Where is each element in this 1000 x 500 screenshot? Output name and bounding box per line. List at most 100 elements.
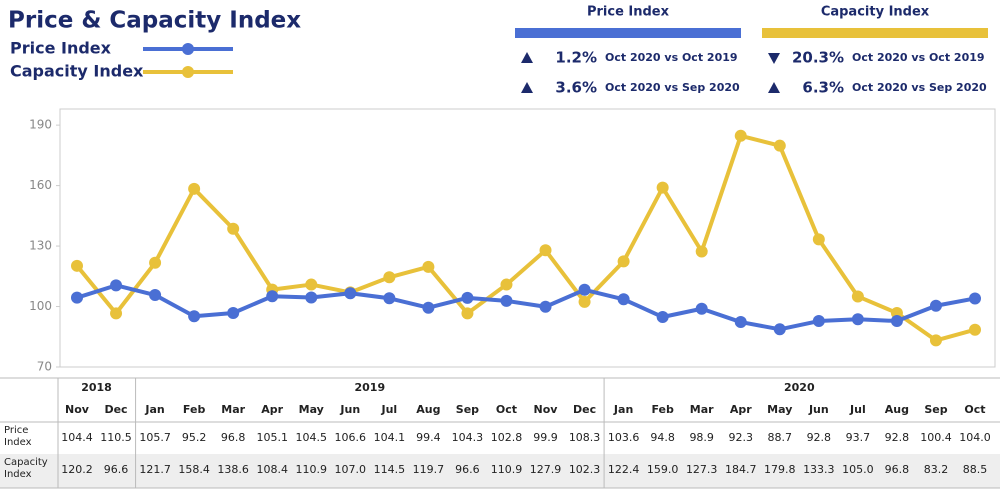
table-value: 96.6 (104, 463, 129, 476)
plot-frame (59, 108, 996, 368)
x-tick-label: Nov (65, 403, 90, 416)
data-point (149, 289, 162, 302)
data-point (266, 290, 279, 303)
kpi-value: 3.6% (555, 79, 597, 97)
x-tick-label: Aug (885, 403, 909, 416)
kpi-value: 1.2% (555, 49, 597, 67)
data-point (422, 301, 435, 314)
x-tick-label: Apr (730, 403, 752, 416)
data-point (422, 260, 435, 273)
x-tick-label: Dec (573, 403, 596, 416)
kpi-arrow (521, 52, 533, 63)
year-label: 2018 (81, 381, 112, 394)
data-point (71, 259, 83, 272)
data-point (851, 313, 864, 326)
table-value: 110.5 (100, 431, 132, 444)
table-value: 105.1 (256, 431, 288, 444)
x-tick-label: Oct (496, 403, 517, 416)
data-point (110, 279, 123, 292)
table-value: 114.5 (374, 463, 406, 476)
data-point (578, 283, 591, 296)
chart-title: Price & Capacity Index (8, 8, 301, 34)
kpi-value: 20.3% (792, 49, 844, 67)
data-point (695, 245, 708, 258)
data-point (969, 292, 981, 305)
table-value: 138.6 (217, 463, 249, 476)
x-tick-label: Dec (104, 403, 127, 416)
table-value: 95.2 (182, 431, 207, 444)
data-point (149, 256, 162, 269)
data-point (773, 139, 786, 152)
table-value: 106.6 (335, 431, 367, 444)
table-value: 99.4 (416, 431, 441, 444)
data-point (734, 129, 747, 142)
table-value: 108.4 (256, 463, 288, 476)
x-tick-label: Nov (534, 403, 559, 416)
data-point (461, 291, 474, 304)
kpi-label: Oct 2020 vs Sep 2020 (852, 81, 987, 94)
data-point (188, 310, 201, 323)
legend-marker (182, 43, 194, 55)
row-label-box: Capacity Index (4, 457, 48, 480)
data-point (383, 292, 396, 305)
kpi-label: Oct 2020 vs Oct 2019 (852, 51, 985, 64)
legend-label: Price Index (10, 39, 112, 58)
x-tick-label: May (299, 403, 324, 416)
row-label: Price Index (4, 425, 32, 448)
table-value: 107.0 (335, 463, 367, 476)
x-tick-label: Jan (613, 403, 633, 416)
data-point (851, 290, 864, 303)
y-tick-label: 160 (29, 178, 52, 192)
x-tick-label: May (767, 403, 792, 416)
data-point (500, 278, 513, 291)
table-value: 100.4 (920, 431, 952, 444)
table-value: 92.3 (728, 431, 753, 444)
data-point (227, 222, 240, 235)
row-label-box: Price Index (4, 425, 32, 448)
table-value: 99.9 (533, 431, 558, 444)
x-tick-label: Oct (964, 403, 985, 416)
table-value: 104.1 (374, 431, 406, 444)
table-value: 104.5 (296, 431, 328, 444)
table-value: 103.6 (608, 431, 640, 444)
kpi-arrow (768, 82, 780, 93)
table-value: 104.4 (61, 431, 93, 444)
table-value: 110.9 (296, 463, 328, 476)
kpi-value: 6.3% (802, 79, 844, 97)
data-point (812, 315, 825, 328)
y-tick-label: 190 (29, 118, 52, 132)
table-value: 158.4 (178, 463, 210, 476)
table-value: 179.8 (764, 463, 796, 476)
table-value: 127.3 (686, 463, 718, 476)
table-value: 122.4 (608, 463, 640, 476)
data-point (890, 315, 903, 328)
data-point (617, 255, 630, 268)
kpi-label: Oct 2020 vs Oct 2019 (605, 51, 738, 64)
kpi-header: Capacity Index (821, 5, 930, 20)
data-point (929, 299, 942, 312)
x-tick-label: Mar (221, 403, 245, 416)
kpi-label: Oct 2020 vs Sep 2020 (605, 81, 740, 94)
kpi-bar (762, 28, 988, 38)
x-tick-label: Sep (456, 403, 479, 416)
series-line (76, 283, 976, 332)
data-point (695, 302, 708, 315)
x-tick-label: Aug (416, 403, 440, 416)
kpi-arrow (521, 82, 533, 93)
x-tick-label: Jun (339, 403, 360, 416)
data-point (539, 244, 552, 257)
table-value: 121.7 (139, 463, 171, 476)
data-point (500, 294, 513, 307)
data-point (188, 182, 201, 195)
table-value: 94.8 (650, 431, 675, 444)
data-point (812, 233, 825, 246)
table-value: 119.7 (413, 463, 445, 476)
table-value: 133.3 (803, 463, 835, 476)
table-value: 93.7 (846, 431, 871, 444)
year-label: 2020 (784, 381, 815, 394)
table-value: 96.6 (455, 463, 480, 476)
x-tick-label: Jul (849, 403, 866, 416)
data-point (305, 291, 318, 304)
data-point (773, 323, 786, 336)
